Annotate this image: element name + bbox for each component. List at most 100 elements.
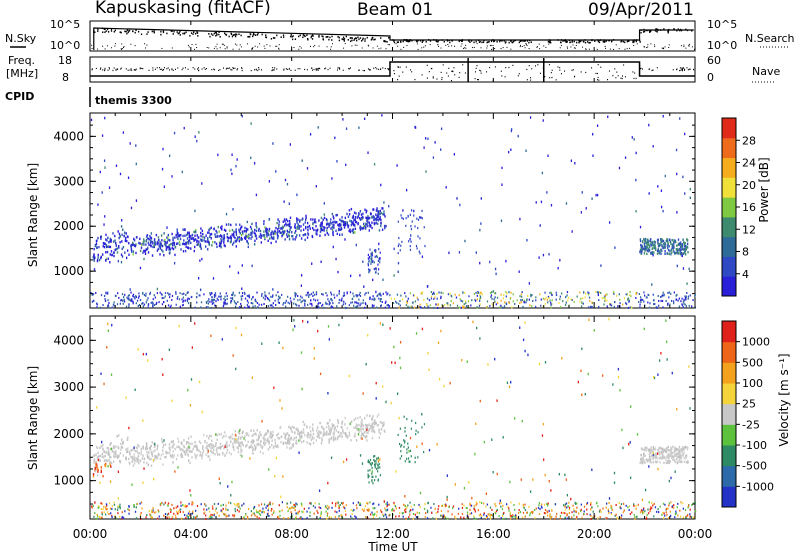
nave-point [633,78,634,79]
echo-point [464,240,465,243]
echo-point [224,455,225,457]
echo-point [177,454,178,456]
echo-point [178,234,179,237]
echo-point [372,304,373,306]
echo-point [566,302,567,304]
echo-point [380,222,381,224]
echo-point [206,234,207,237]
echo-point [437,298,438,300]
echo-point [383,210,384,212]
echo-point [466,305,467,307]
echo-point [522,291,523,293]
echo-point [393,274,394,277]
nsky-point [343,37,344,39]
echo-point [199,259,200,262]
nave-point [478,79,479,80]
echo-point [383,213,384,215]
echo-point [118,230,119,232]
echo-point [211,244,212,246]
echo-point [376,468,377,470]
echo-point [614,246,615,249]
echo-point [396,164,397,167]
nave-point [205,69,206,70]
echo-point [366,439,367,441]
echo-point [379,436,380,438]
echo-point [318,219,319,221]
nave-point [287,69,288,70]
nsearch-point [189,46,190,47]
echo-point [278,299,279,301]
nave-point [312,70,313,71]
echo-point [179,448,180,450]
echo-point [352,513,353,515]
echo-point [131,248,132,250]
nsky-point [292,35,293,37]
echo-point [356,294,357,296]
echo-point [240,445,241,447]
echo-point [99,259,100,261]
echo-point [363,425,364,427]
echo-point [357,429,358,431]
echo-point [328,233,329,235]
echo-point [197,234,198,236]
echo-point [659,244,660,246]
nave-point [375,67,376,68]
echo-point [565,296,566,298]
nsearch-point [397,46,398,47]
nsky-point [468,40,469,42]
echo-point [142,446,143,448]
echo-point [272,306,273,308]
echo-point [370,297,371,299]
echo-point [667,303,668,305]
nsky-point [114,31,115,33]
echo-point [251,302,252,304]
echo-point [206,302,207,304]
echo-point [365,226,366,228]
echo-point [150,239,151,241]
echo-point [357,417,358,419]
nsky-point [574,41,575,43]
echo-point [332,306,333,308]
echo-point [136,236,137,238]
echo-point [403,504,404,506]
echo-point [158,239,159,241]
echo-point [493,298,494,300]
echo-point [684,242,685,244]
echo-point [162,453,163,455]
echo-point [117,292,118,294]
nsky-point [253,34,254,36]
echo-point [277,291,278,293]
echo-point [229,230,230,232]
echo-point [332,502,333,504]
echo-point [404,292,405,294]
nsearch-point [692,46,693,47]
echo-point [356,302,357,304]
echo-point [642,241,643,243]
echo-point [224,300,225,302]
freq-label: Freq. [8,54,35,67]
echo-point [683,267,684,270]
nsearch-point [613,49,614,50]
echo-point [681,245,682,247]
nsearch-tick-top: 10^5 [707,18,737,31]
echo-point [640,248,641,250]
nsearch-point [524,45,525,46]
echo-point [132,242,133,245]
echo-point [356,439,357,441]
echo-point [280,441,281,443]
echo-point [97,256,98,258]
echo-point [151,302,152,304]
nave-point [311,68,312,69]
echo-point [341,299,342,301]
echo-point [227,449,228,451]
echo-point [398,237,399,239]
echo-point [294,238,295,240]
nsky-point [111,30,112,32]
echo-point [681,252,682,254]
echo-point [605,297,606,299]
echo-point [271,304,272,306]
echo-point [115,295,116,297]
echo-point [373,299,374,301]
nsky-point [138,31,139,33]
echo-point [419,216,420,219]
